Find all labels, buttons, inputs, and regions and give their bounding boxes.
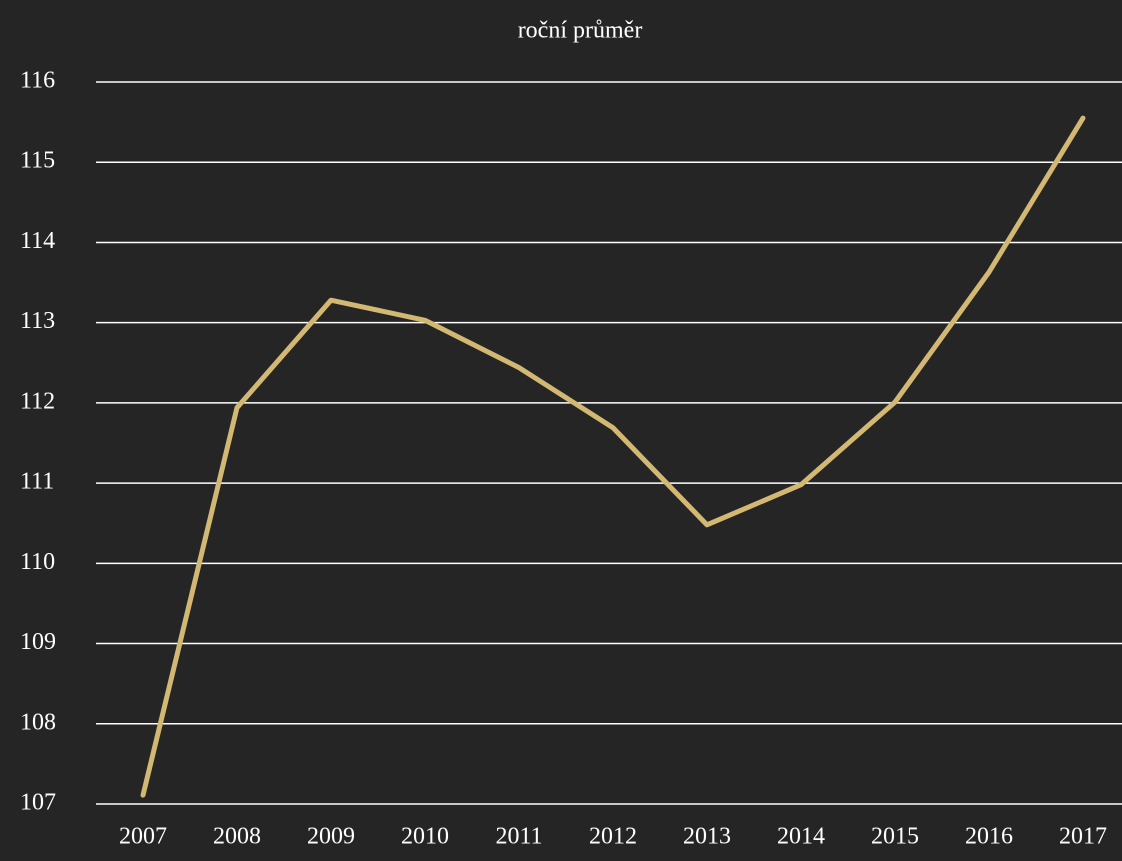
x-tick-label: 2015: [871, 824, 919, 850]
x-tick-label: 2017: [1059, 824, 1107, 850]
y-tick-label: 107: [20, 790, 56, 816]
y-tick-label: 112: [20, 388, 55, 414]
y-tick-label: 113: [20, 308, 55, 334]
y-tick-label: 115: [20, 148, 55, 174]
x-tick-label: 2016: [965, 824, 1013, 850]
y-tick-label: 108: [20, 709, 56, 735]
x-tick-label: 2014: [777, 824, 825, 850]
x-tick-label: 2013: [683, 824, 731, 850]
y-tick-label: 111: [20, 469, 54, 495]
x-tick-label: 2010: [401, 824, 449, 850]
x-tick-label: 2012: [589, 824, 637, 850]
x-tick-label: 2009: [307, 824, 355, 850]
chart-title: roční průměr: [518, 18, 643, 44]
y-tick-label: 109: [20, 629, 56, 655]
y-tick-label: 116: [20, 68, 55, 94]
x-tick-label: 2011: [495, 824, 542, 850]
x-tick-label: 2008: [213, 824, 261, 850]
y-tick-label: 110: [20, 549, 55, 575]
y-tick-label: 114: [20, 228, 55, 254]
data-line: [140, 115, 1086, 798]
x-tick-label: 2007: [119, 824, 167, 850]
